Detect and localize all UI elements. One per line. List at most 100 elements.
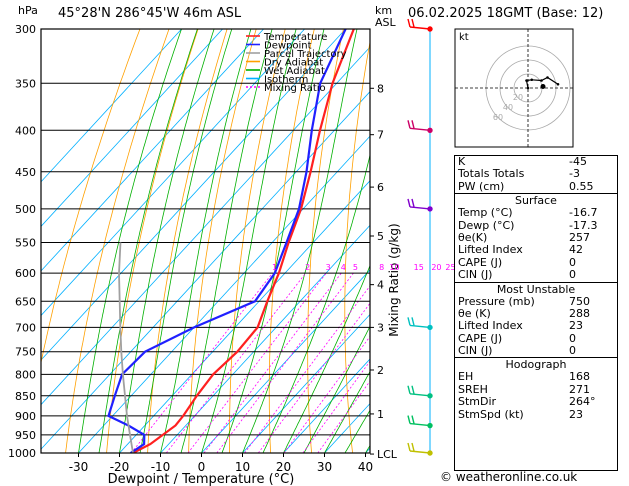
most-unstable-label: Lifted Index xyxy=(458,319,523,333)
pressure-tick-label: 600 xyxy=(15,267,36,280)
surface-value: -16.7 xyxy=(569,206,598,220)
hodograph-label: EH xyxy=(458,370,474,384)
hodograph-label: SREH xyxy=(458,382,488,396)
copyright: © weatheronline.co.uk xyxy=(440,470,578,484)
index-label: Totals Totals xyxy=(458,167,525,181)
wind-barb xyxy=(407,198,433,212)
pressure-tick-label: 300 xyxy=(15,23,36,36)
index-value: -45 xyxy=(569,155,587,168)
mixing-ratio-line xyxy=(257,302,370,453)
mixing-ratio-label: 10 xyxy=(389,263,399,272)
isotherm xyxy=(41,29,305,317)
index-value: 0.55 xyxy=(569,179,594,193)
isotherm xyxy=(41,46,370,406)
most-unstable-row: CIN (J) 0 xyxy=(455,344,617,358)
mixing-ratio-line xyxy=(244,285,370,453)
wind-barb xyxy=(407,18,433,32)
hodograph-point xyxy=(546,76,549,79)
hodograph-value: 264° xyxy=(569,395,596,409)
hodograph-unit: kt xyxy=(459,32,469,43)
index-row: K -45 xyxy=(455,155,617,168)
mixing-ratio-line xyxy=(165,272,307,453)
isotherm xyxy=(78,135,370,453)
location-title: 45°28'N 286°45'W 46m ASL xyxy=(58,6,242,21)
hodograph-row: StmSpd (kt) 23 xyxy=(455,408,617,421)
asl-label: ASL xyxy=(375,16,396,29)
legend-label: Temperature xyxy=(263,32,327,43)
isotherm xyxy=(160,224,370,453)
isotherm xyxy=(41,29,182,183)
km-tick-label: 3 xyxy=(377,321,384,334)
hodograph-section: Hodograph EH 168 SREH 271 StmDir 264° StmSpd (… xyxy=(455,357,617,421)
mixing-ratio-label: 5 xyxy=(353,263,358,272)
hodograph-ring-label: 60 xyxy=(493,113,503,122)
x-tick-label: -20 xyxy=(110,460,130,474)
hodograph-row: StmDir 264° xyxy=(455,395,617,409)
isotherm xyxy=(119,180,370,453)
surface-label: CAPE (J) xyxy=(458,255,503,269)
x-tick-label: 30 xyxy=(317,460,332,474)
legend-label: Dewpoint xyxy=(264,41,312,52)
most-unstable-row: Lifted Index 23 xyxy=(455,319,617,333)
pressure-tick-label: 350 xyxy=(15,77,36,90)
pressure-tick-label: 1000 xyxy=(8,447,36,460)
mixing-ratio-line xyxy=(203,272,342,453)
mixing-ratio-label: 4 xyxy=(341,263,346,272)
most-unstable-section: Most Unstable Pressure (mb) 750 θe (K) 288 L… xyxy=(455,281,617,358)
most-unstable-title: Most Unstable xyxy=(496,282,576,296)
most-unstable-label: θe (K) xyxy=(458,306,491,320)
pressure-tick-label: 950 xyxy=(15,429,36,442)
x-tick-label: 0 xyxy=(198,460,206,474)
legend-label: Wet Adiabat xyxy=(264,66,325,77)
surface-row: Dewp (°C) -17.3 xyxy=(455,218,617,232)
mixing-ratio-label: 2 xyxy=(305,263,310,272)
storm-motion-marker xyxy=(540,84,546,89)
wet-adiabat xyxy=(119,29,215,453)
mixing-ratio-line xyxy=(317,380,370,453)
surface-value: 257 xyxy=(569,230,590,244)
legend-label: Isotherm xyxy=(264,75,308,86)
surface-section: Surface Temp (°C) -16.7 Dewp (°C) -17.3 θe(K… xyxy=(455,193,617,281)
legend-label: Parcel Trajectory xyxy=(264,49,347,60)
surface-value: 42 xyxy=(569,243,583,257)
surface-title: Surface xyxy=(515,194,557,208)
mixing-ratio-label: 3 xyxy=(326,263,331,272)
pressure-tick-label: 550 xyxy=(15,236,36,249)
hodograph-point xyxy=(556,82,560,86)
wet-adiabat xyxy=(303,325,370,453)
surface-value: 0 xyxy=(569,268,576,282)
pressure-tick-label: 500 xyxy=(15,203,36,216)
pressure-tick-label: 450 xyxy=(15,166,36,179)
km-tick-label: 4 xyxy=(377,279,384,292)
mixing-ratio-label: 15 xyxy=(414,263,424,272)
surface-row: Temp (°C) -16.7 xyxy=(455,206,617,220)
pressure-tick-label: 650 xyxy=(15,295,36,308)
wet-adiabat xyxy=(139,29,233,453)
hodograph-ring-label: 40 xyxy=(503,103,513,112)
most-unstable-label: Pressure (mb) xyxy=(458,294,535,308)
plot-area xyxy=(41,29,370,453)
wind-barb xyxy=(407,385,433,399)
most-unstable-value: 0 xyxy=(569,331,576,345)
hodograph-value: 271 xyxy=(569,382,590,396)
surface-label: Lifted Index xyxy=(458,243,523,257)
isotherm xyxy=(283,358,370,453)
km-tick-label: 8 xyxy=(377,82,384,95)
surface-value: -17.3 xyxy=(569,218,598,232)
x-tick-label: 20 xyxy=(276,460,291,474)
mixing-ratio-label: 25 xyxy=(445,263,455,272)
isotherm xyxy=(201,269,370,453)
parcel-trajectory-line xyxy=(118,242,134,453)
x-tick-label: -10 xyxy=(151,460,171,474)
isotherm xyxy=(41,29,223,227)
mixing-ratio-line xyxy=(283,335,370,453)
km-tick-label: 6 xyxy=(377,181,384,194)
most-unstable-value: 23 xyxy=(569,319,583,333)
surface-value: 0 xyxy=(569,255,576,269)
wet-adiabat xyxy=(324,370,370,453)
pressure-tick-label: 400 xyxy=(15,124,36,137)
most-unstable-label: CIN (J) xyxy=(458,344,493,358)
legend-label: Mixing Ratio xyxy=(264,83,326,94)
